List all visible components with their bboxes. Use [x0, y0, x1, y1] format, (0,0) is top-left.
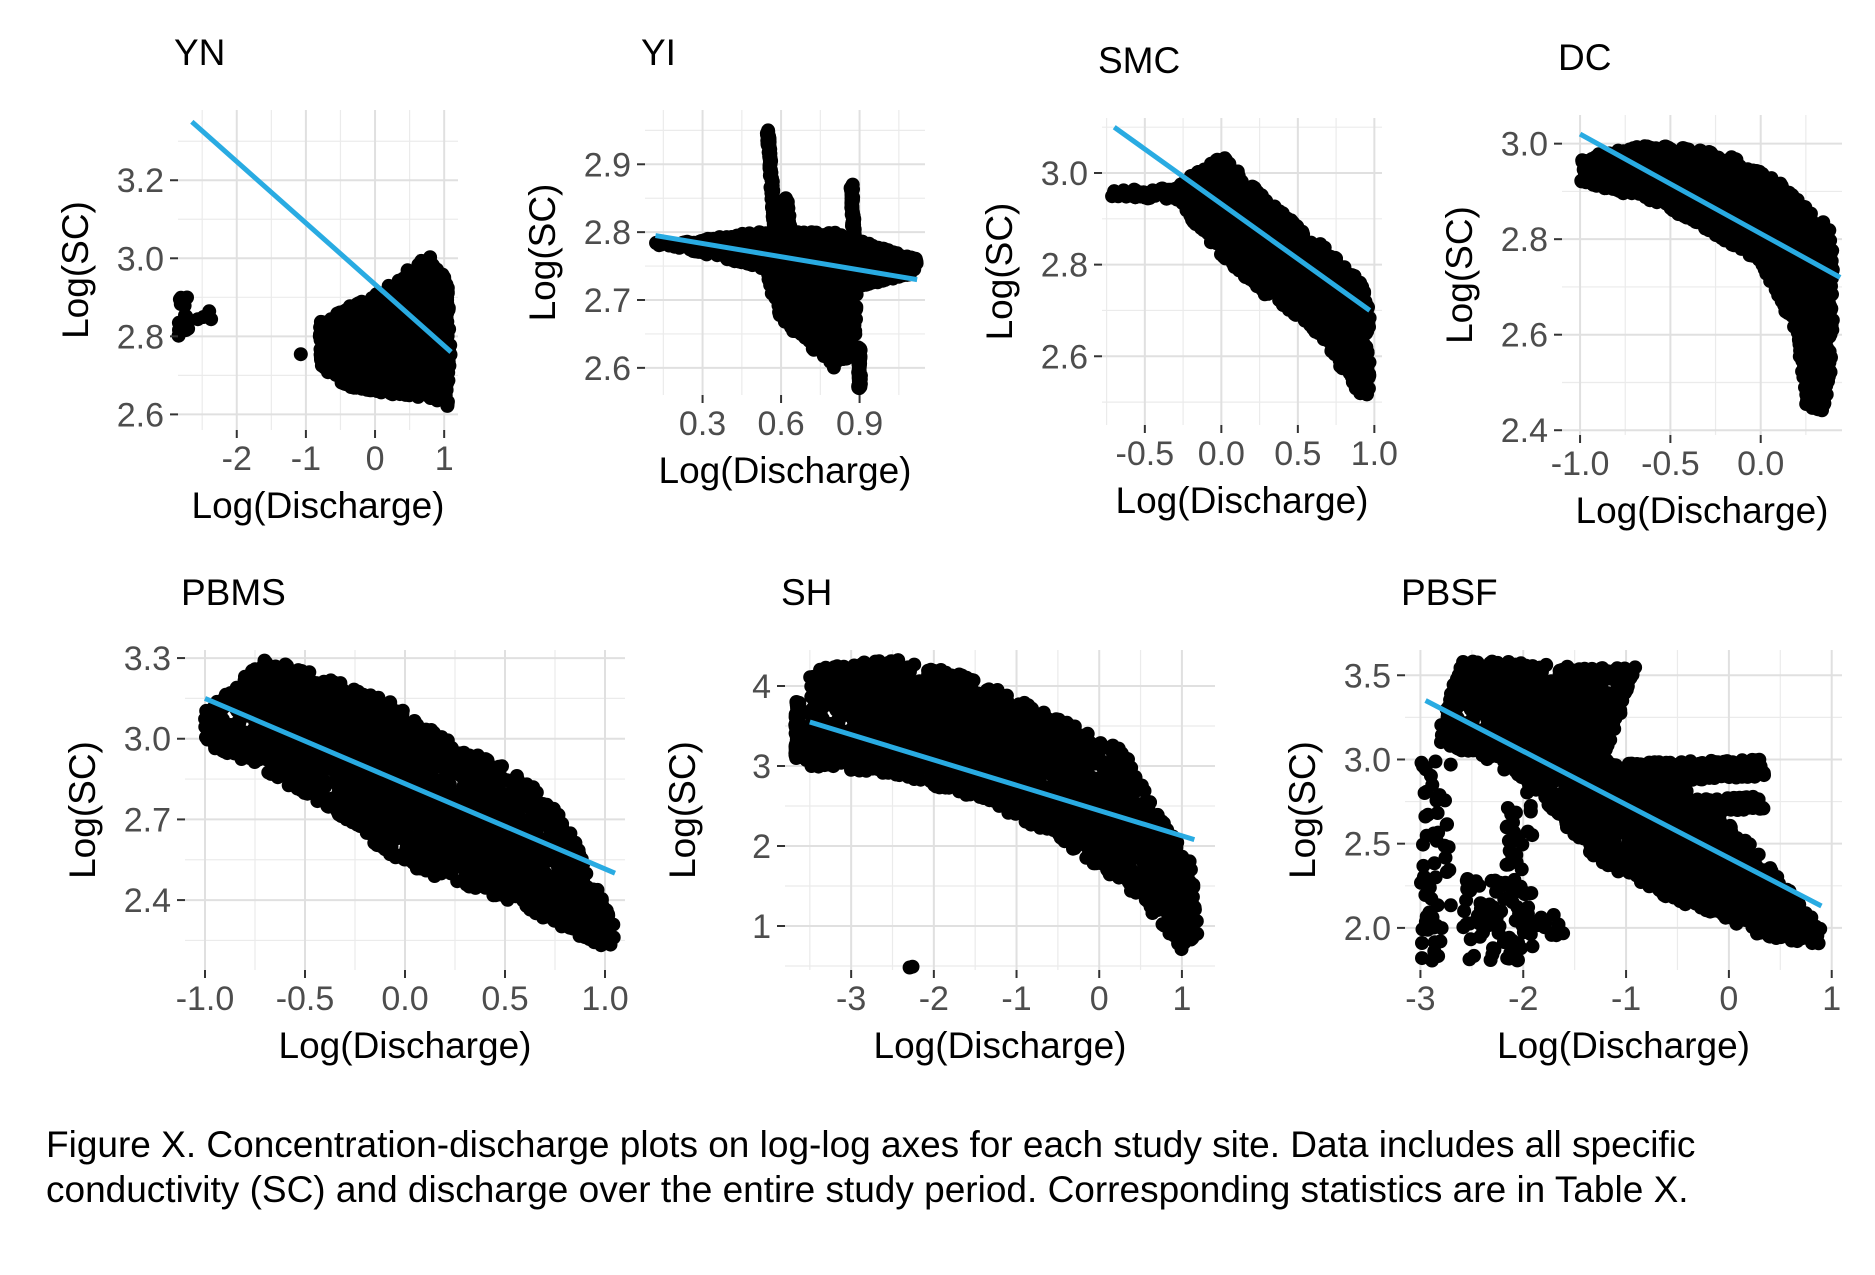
y-tick-label: 2.9	[584, 146, 631, 184]
panel-title: YI	[641, 32, 676, 73]
data-point	[403, 275, 418, 289]
data-point	[383, 340, 398, 354]
data-point	[809, 334, 824, 349]
data-point	[743, 256, 757, 271]
data-points	[171, 250, 458, 413]
data-point	[824, 355, 839, 370]
y-tick-label: 2.6	[584, 350, 631, 388]
data-point	[373, 302, 388, 317]
y-axis-label: Log(SC)	[55, 201, 96, 339]
data-point	[425, 280, 440, 294]
data-point	[821, 333, 836, 348]
data-point	[852, 381, 867, 396]
data-point	[171, 315, 186, 330]
data-point	[775, 305, 790, 320]
data-point	[769, 238, 784, 253]
data-point	[363, 326, 377, 341]
data-point	[350, 357, 365, 372]
y-tick-label: 2.7	[584, 282, 631, 320]
data-point	[351, 368, 366, 382]
data-point	[334, 322, 349, 337]
data-point	[420, 385, 435, 400]
x-tick-label: 0.9	[836, 405, 883, 443]
data-point	[750, 228, 765, 243]
data-point	[379, 373, 394, 388]
panel-smc: -0.5 0.0 0.5 1.02.62.83.0SMCLog(Discharge)L…	[979, 40, 1398, 521]
data-point	[426, 260, 441, 275]
y-tick-label: 3.0	[117, 240, 164, 278]
data-point	[437, 301, 452, 316]
panel-yi: 0.3 0.6 0.9 2.6 2.7 2.8 2.9 YI Log(Discharge) Log…	[522, 32, 925, 491]
data-point	[827, 228, 842, 243]
data-point	[403, 382, 418, 396]
data-point	[417, 349, 432, 364]
data-point	[789, 324, 804, 339]
x-tick-label: 0	[366, 440, 385, 478]
data-point	[809, 245, 824, 260]
x-tick-label: -2	[222, 440, 252, 478]
x-tick-label: 1	[435, 440, 454, 478]
data-point	[374, 359, 389, 374]
y-tick-label: 3.2	[117, 162, 164, 200]
data-point	[293, 347, 308, 362]
panel-title: YN	[174, 32, 225, 73]
x-axis-label: Log(Discharge)	[192, 485, 445, 526]
data-point	[411, 257, 426, 272]
data-point	[328, 349, 343, 364]
data-point	[344, 380, 358, 394]
data-point	[414, 306, 429, 321]
data-point	[360, 341, 375, 356]
data-point	[397, 343, 412, 358]
data-point	[792, 309, 807, 324]
y-tick-label: 2.8	[117, 318, 164, 356]
x-tick-label: 0.3	[679, 405, 726, 443]
data-point	[837, 301, 852, 316]
figure-panels: -2 -1 0 1 2.6 2.8 3.0 3.2 YN Log(Discharge) Log(SC…	[55, 32, 1842, 1066]
data-point	[437, 270, 452, 285]
x-axis-label: Log(Discharge)	[659, 450, 912, 491]
data-point	[823, 306, 838, 321]
data-point	[374, 385, 389, 400]
y-axis-label: Log(SC)	[522, 184, 563, 322]
data-point	[779, 291, 794, 306]
data-point	[847, 245, 862, 260]
data-point	[316, 320, 331, 335]
data-point	[324, 336, 339, 351]
data-point	[364, 312, 379, 327]
y-tick-label: 2.6	[117, 396, 164, 434]
data-point	[362, 383, 377, 398]
data-point	[325, 312, 340, 327]
data-point	[202, 304, 217, 319]
data-point	[431, 390, 446, 405]
data-point	[436, 288, 451, 303]
data-point	[316, 347, 331, 361]
y-tick-label: 2.8	[584, 214, 631, 252]
data-point	[381, 319, 396, 334]
data-point	[397, 324, 412, 339]
data-point	[351, 296, 366, 311]
data-point	[840, 328, 855, 343]
data-point	[410, 338, 425, 353]
x-tick-label: 0.6	[757, 405, 804, 443]
data-point	[402, 358, 417, 373]
data-point	[773, 275, 788, 290]
data-point	[172, 292, 187, 307]
data-point	[806, 313, 821, 328]
data-point	[387, 361, 402, 376]
panel-yn: -2 -1 0 1 2.6 2.8 3.0 3.2 YN Log(Discharge) Log(SC…	[55, 32, 458, 526]
data-point	[344, 338, 359, 353]
data-point	[884, 247, 899, 262]
x-tick-label: -1	[291, 440, 321, 478]
data-point	[434, 365, 448, 380]
